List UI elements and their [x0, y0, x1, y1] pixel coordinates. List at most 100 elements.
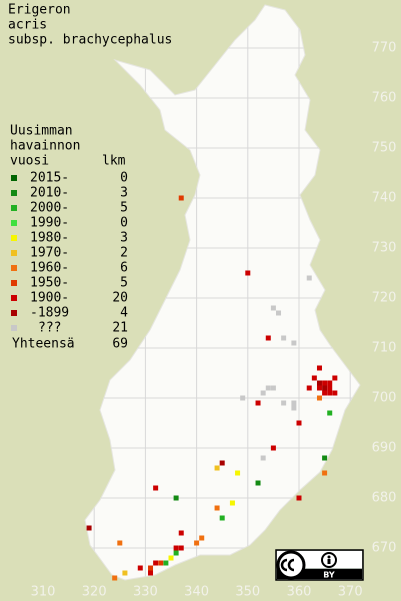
observation-square	[86, 525, 92, 531]
x-tick-label: 350	[235, 585, 260, 600]
legend-title: havainnon	[10, 139, 80, 154]
observation-square	[214, 465, 220, 471]
y-tick-label: 740	[372, 191, 397, 206]
legend: Uusimman havainnon vuosi lkm 2015- 0 2010-…	[10, 124, 128, 352]
legend-label: 1960-	[30, 261, 69, 276]
legend-count-header: lkm	[102, 154, 126, 169]
observation-square	[178, 195, 184, 201]
legend-label: 1900-	[30, 291, 69, 306]
observation-square	[296, 495, 302, 501]
y-tick-label: 730	[372, 241, 397, 256]
legend-swatch	[11, 280, 17, 286]
observation-square	[316, 380, 322, 386]
observation-square	[173, 495, 179, 501]
legend-label: 2000-	[30, 201, 69, 216]
title-line: subsp. brachycephalus	[8, 33, 172, 48]
observation-square	[270, 305, 276, 311]
legend-label: 2015-	[30, 171, 69, 186]
legend-total-label: Yhteensä	[12, 337, 75, 352]
legend-title: Uusimman	[10, 124, 73, 139]
badge-bottom	[277, 569, 362, 579]
observation-square	[291, 340, 297, 346]
legend-count: 5	[120, 276, 128, 291]
observation-square	[296, 420, 302, 426]
observation-square	[316, 365, 322, 371]
observation-square	[306, 275, 312, 281]
observation-square	[281, 335, 287, 341]
legend-label: 1950-	[30, 276, 69, 291]
legend-label: -1899	[30, 306, 69, 321]
legend-label: ???	[38, 321, 61, 336]
legend-title: vuosi	[10, 154, 49, 169]
legend-count: 6	[120, 261, 128, 276]
legend-swatch	[11, 190, 17, 196]
observation-square	[173, 550, 179, 556]
legend-label: 1970-	[30, 246, 69, 261]
observation-square	[306, 385, 312, 391]
legend-label: 1990-	[30, 216, 69, 231]
y-tick-label: 770	[372, 41, 397, 56]
y-tick-label: 700	[372, 391, 397, 406]
observation-square	[163, 560, 169, 566]
observation-square	[291, 400, 297, 406]
x-tick-label: 360	[287, 585, 312, 600]
observation-square	[327, 385, 333, 391]
legend-count: 0	[120, 171, 128, 186]
legend-swatch	[11, 310, 17, 316]
y-tick-label: 720	[372, 291, 397, 306]
observation-square	[117, 540, 123, 546]
x-tick-label: 330	[133, 585, 158, 600]
observation-square	[322, 380, 328, 386]
observation-square	[219, 460, 225, 466]
legend-count: 3	[120, 231, 128, 246]
legend-swatch	[11, 325, 17, 331]
observation-square	[112, 575, 118, 581]
observation-square	[255, 480, 261, 486]
y-tick-label: 680	[372, 491, 397, 506]
observation-square	[281, 400, 287, 406]
observation-square	[153, 560, 159, 566]
y-tick-label: 750	[372, 141, 397, 156]
observation-square	[178, 530, 184, 536]
observation-square	[322, 470, 328, 476]
observation-square	[260, 390, 266, 396]
observation-square	[235, 470, 241, 476]
observation-square	[194, 540, 200, 546]
observation-square	[332, 375, 338, 381]
observation-square	[260, 455, 266, 461]
observation-square	[316, 395, 322, 401]
title-line: acris	[8, 18, 47, 33]
observations	[86, 195, 338, 581]
observation-square	[270, 445, 276, 451]
observation-square	[173, 545, 179, 551]
observation-square	[332, 390, 338, 396]
legend-swatch	[11, 220, 17, 226]
observation-square	[291, 405, 297, 411]
legend-count: 5	[120, 201, 128, 216]
legend-label: 2010-	[30, 186, 69, 201]
axis-labels: 310 320 330 340 350 360 3706706806907007107207…	[31, 41, 397, 600]
observation-square	[158, 560, 164, 566]
license-badge: BY	[275, 549, 364, 581]
legend-count: 4	[120, 306, 128, 321]
y-tick-label: 760	[372, 91, 397, 106]
observation-square	[316, 385, 322, 391]
observation-square	[240, 395, 246, 401]
by-head	[327, 555, 331, 559]
cc-letters	[280, 558, 295, 572]
by-body	[327, 559, 331, 564]
observation-square	[265, 335, 271, 341]
x-tick-label: 340	[184, 585, 209, 600]
legend-swatch	[11, 205, 17, 211]
observation-square	[199, 535, 205, 541]
legend-count: 3	[120, 186, 128, 201]
legend-swatch	[11, 295, 17, 301]
y-tick-label: 710	[372, 341, 397, 356]
title-line: Erigeron	[8, 3, 71, 18]
observation-square	[255, 400, 261, 406]
legend-count: 21	[112, 321, 128, 336]
observation-square	[322, 455, 328, 461]
observation-square	[229, 500, 235, 506]
observation-square	[311, 375, 317, 381]
